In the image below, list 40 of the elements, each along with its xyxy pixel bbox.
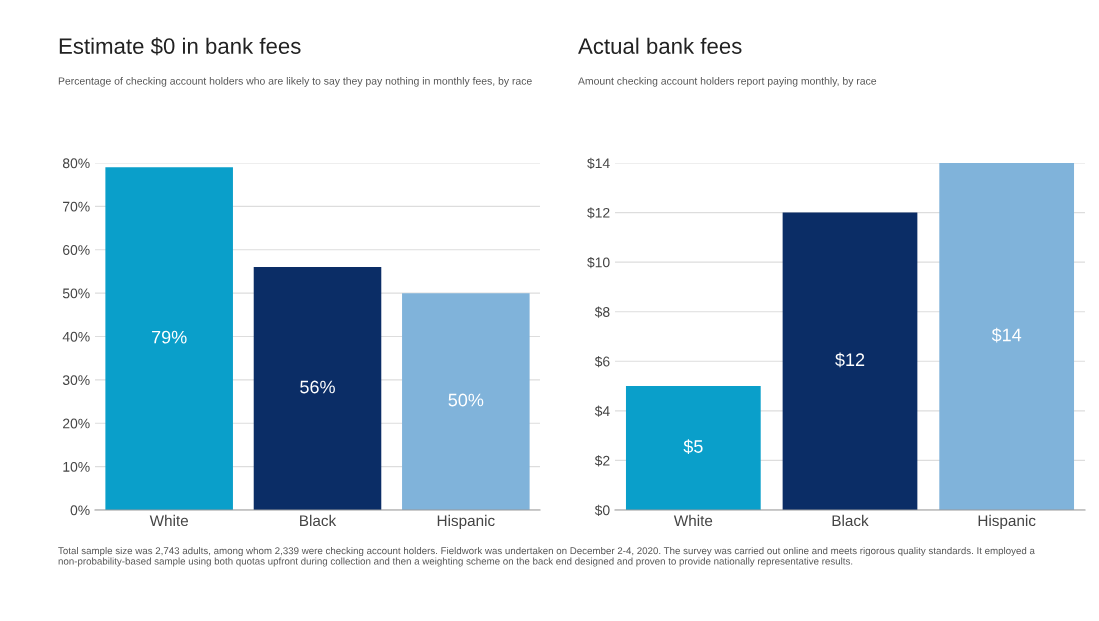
x-tick-label: Hispanic [978,514,1036,530]
chart-title: Estimate $0 in bank fees [59,37,301,56]
y-tick-label: 0% [70,505,90,516]
bar [782,212,918,510]
y-tick-label: $12 [587,207,610,219]
y-tick-label: 60% [63,245,90,255]
y-tick-label: 80% [62,158,90,169]
bar [402,293,530,510]
chart-subtitle: Percentage of checking account holders who are likely to say they pay nothing in monthly fees, by race [58,77,532,87]
bar [253,267,382,510]
text: Total sample size was 2,743 adults, among whom 2,339 were checking account holders. Fieldwork was undertaken on December 2-4, 2020. The survey was carried out online and meets rigorous quality standards. It employed a non-probability-based sample using both quotas upfront during collection and then a weighting scheme on the back end designed and proven to provide nationally representative results. [58,547,1035,567]
bar [939,163,1075,510]
y-tick-label: $0 [594,504,610,516]
x-tick-label: Hispanic [437,514,495,530]
y-tick-label: $6 [594,356,610,368]
bar [105,167,233,510]
data-label: 50% [448,393,484,407]
data-label: $5 [683,439,703,454]
y-tick-label: $2 [594,455,610,467]
y-tick-label: $8 [594,306,610,318]
data-label: $14 [991,327,1022,343]
chart-title: Actual bank fees [578,37,742,54]
y-tick-label: 10% [63,461,90,472]
y-tick-label: $14 [587,157,610,169]
y-tick-label: 40% [62,331,90,342]
x-tick-label: Black [832,514,869,527]
y-tick-label: $10 [587,256,610,269]
y-tick-label: 30% [62,375,90,386]
x-tick-label: White [149,514,189,527]
bar [625,386,761,510]
y-tick-label: 50% [62,288,90,299]
x-tick-label: White [673,514,713,527]
x-tick-label: Black [300,514,337,527]
chart-subtitle: Amount checking account holders report paying monthly, by race [578,77,877,87]
data-label: 79% [152,330,187,344]
data-label: $12 [835,352,865,368]
y-tick-label: 20% [63,418,90,429]
y-tick-label: $4 [594,405,610,417]
y-tick-label: 70% [63,201,90,212]
data-label: 56% [300,380,335,394]
